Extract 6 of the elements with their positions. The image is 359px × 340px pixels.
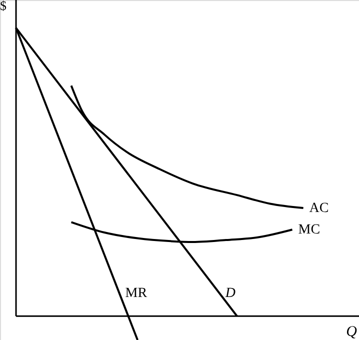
series-label: MR xyxy=(125,286,148,302)
series-label: D xyxy=(224,286,236,302)
series-label: MC xyxy=(298,222,320,238)
y-axis-title: $ xyxy=(0,0,7,13)
x-axis-title: Q xyxy=(346,324,358,340)
series-label: AC xyxy=(309,201,329,216)
